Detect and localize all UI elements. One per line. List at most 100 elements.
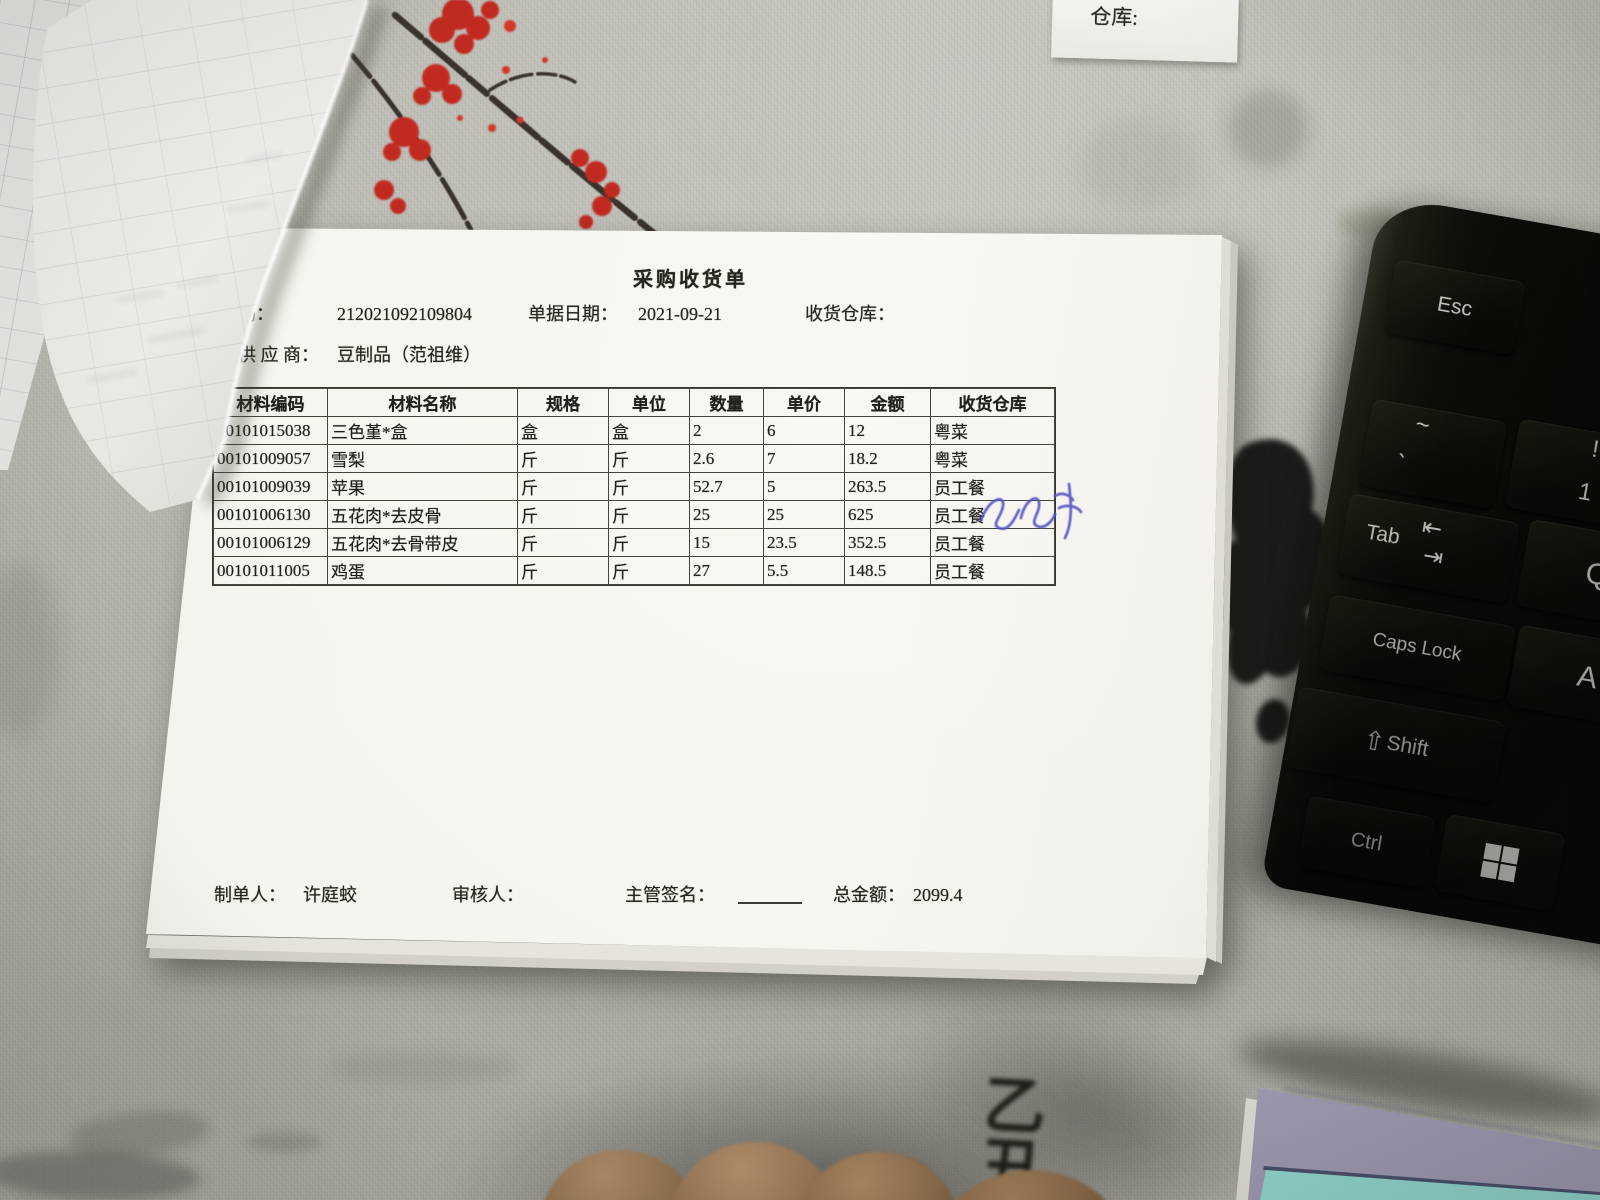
- hand-fingers: [520, 1130, 1180, 1200]
- col-header: 数量: [689, 388, 764, 417]
- key-backquote-top-label: ~: [1413, 410, 1432, 440]
- cell: 鸡蛋: [327, 556, 518, 585]
- cell: 12: [844, 416, 931, 445]
- receipt-title: 采购收货单: [633, 269, 748, 291]
- cell: 斤: [608, 500, 690, 529]
- cell: 斤: [608, 528, 690, 557]
- cell: 00101009039: [213, 472, 328, 501]
- key-q-label: Q: [1582, 556, 1600, 593]
- cell: 352.5: [844, 528, 931, 557]
- table-row: 00101006129 五花肉*去骨带皮斤斤 15 23.5 352.5 员工餐: [213, 528, 1055, 557]
- cell: 25: [689, 500, 764, 529]
- total-label: 总金额：: [833, 885, 905, 905]
- signature-blank-line: [738, 888, 802, 904]
- preparer-value: 许庭蛟: [303, 885, 357, 905]
- receipt-table: 材料编码 材料名称 规格 单位 数量 单价 金额 收货仓库 0010101503…: [213, 388, 1055, 585]
- plum-blossom-pattern: [349, 0, 664, 242]
- key-tab: Tab ⇤ ⇥: [1336, 493, 1521, 604]
- key-esc: Esc: [1383, 259, 1527, 356]
- key-shift: ⇧ Shift: [1285, 686, 1507, 804]
- col-header: 单价: [763, 388, 845, 417]
- key-1-top-label: !: [1589, 435, 1600, 464]
- key-backquote-bottom-label: `: [1394, 449, 1407, 478]
- col-header: 规格: [517, 388, 609, 417]
- key-esc-label: Esc: [1435, 292, 1474, 322]
- cell: 盒: [608, 416, 690, 445]
- key-ctrl: Ctrl: [1297, 795, 1436, 889]
- table-row: 00101009039 苹果斤斤 52.7 5 263.5 员工餐: [213, 472, 1055, 501]
- cell: 18.2: [844, 444, 931, 473]
- key-1-bottom-label: 1: [1576, 477, 1595, 507]
- key-q: Q: [1515, 518, 1600, 632]
- finger: [796, 1152, 960, 1200]
- code-value: 212021092109804: [337, 304, 472, 324]
- cell: 263.5: [844, 472, 931, 501]
- shift-arrow-icon: ⇧: [1360, 723, 1388, 758]
- cell: 雪梨: [327, 444, 518, 473]
- warehouse-note-label: 仓库:: [1089, 4, 1139, 30]
- cell: 25: [763, 500, 845, 529]
- key-tab-label: Tab: [1364, 520, 1402, 550]
- cell: 员工餐: [930, 472, 1055, 501]
- cell: 00101015038: [213, 416, 328, 445]
- key-a: A: [1506, 624, 1600, 732]
- cell: 斤: [517, 556, 609, 585]
- cell: 五花肉*去骨带皮: [327, 528, 518, 557]
- fabric-stain: [1228, 90, 1308, 168]
- cell: 员工餐: [930, 556, 1055, 585]
- cell: 斤: [517, 444, 609, 473]
- date-label: 单据日期：: [528, 304, 618, 324]
- cell: 员工餐: [930, 528, 1055, 557]
- col-header: 材料名称: [327, 388, 518, 417]
- cell: 三色堇*盒: [327, 416, 518, 445]
- key-backquote: ~ `: [1358, 398, 1508, 509]
- cell: 23.5: [763, 528, 845, 557]
- cell: 粤菜: [930, 416, 1055, 445]
- preparer-label: 制单人：: [214, 885, 286, 905]
- key-ctrl-label: Ctrl: [1349, 828, 1384, 856]
- cell: 27: [689, 556, 764, 585]
- col-header: 金额: [844, 388, 931, 417]
- table-row: 00101011005 鸡蛋斤斤 27 5.5 148.5 员工餐: [213, 556, 1055, 585]
- cell: 2.6: [689, 444, 764, 473]
- cell: 斤: [517, 500, 609, 529]
- cell: 斤: [608, 556, 690, 585]
- warehouse-label: 收货仓库：: [805, 304, 895, 324]
- cell: 6: [763, 416, 845, 445]
- reviewer-label: 审核人：: [452, 885, 524, 905]
- table-header-row: 材料编码 材料名称 规格 单位 数量 单价 金额 收货仓库: [213, 388, 1055, 417]
- col-header: 收货仓库: [930, 388, 1055, 417]
- key-win: [1434, 813, 1566, 912]
- cell: 盒: [517, 416, 609, 445]
- flipped-page: [33, 0, 389, 512]
- tab-arrow-left-icon: ⇤: [1419, 513, 1445, 544]
- total-value: 2099.4: [913, 885, 963, 905]
- key-a-label: A: [1574, 659, 1600, 696]
- windows-logo-icon: [1480, 842, 1520, 883]
- cell: 2: [689, 416, 764, 445]
- cell: 7: [763, 444, 845, 473]
- col-header: 单位: [608, 388, 690, 417]
- cell: 625: [844, 500, 931, 529]
- cell: 00101006130: [213, 500, 328, 529]
- cell: 00101006129: [213, 528, 328, 557]
- signature-scribble: [979, 482, 1083, 540]
- key-shift-label: Shift: [1384, 731, 1431, 762]
- fabric-stain: [1080, 120, 1200, 210]
- note-scrap: 仓库:: [1051, 0, 1239, 63]
- keyboard: Esc ~ ` ! 1 Tab ⇤ ⇥ Q Caps Lock A ⇧ Shif…: [1260, 195, 1600, 966]
- cell: 00101011005: [213, 556, 328, 585]
- supplier-value: 豆制品（范祖维）: [337, 345, 481, 365]
- cell: 5: [763, 472, 845, 501]
- finger: [936, 1170, 1126, 1200]
- date-value: 2021-09-21: [638, 304, 722, 324]
- key-capslock-label: Caps Lock: [1370, 629, 1463, 666]
- cell: 5.5: [763, 556, 845, 585]
- key-capslock: Caps Lock: [1317, 594, 1517, 702]
- supervisor-label: 主管签名：: [625, 885, 715, 905]
- cell: 15: [689, 528, 764, 557]
- cell: 52.7: [689, 472, 764, 501]
- supplier-label: 供 应 商：: [238, 345, 319, 365]
- cell: 斤: [517, 528, 609, 557]
